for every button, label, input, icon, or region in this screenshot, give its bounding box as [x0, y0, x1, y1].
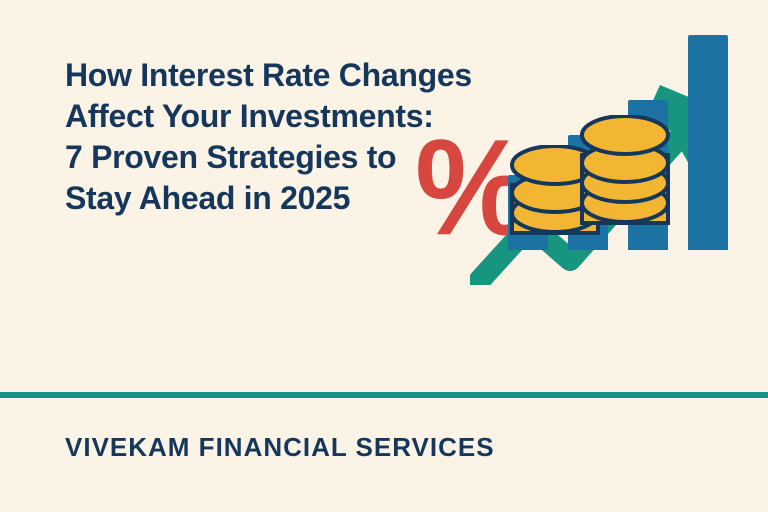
- financial-growth-illustration: %: [0, 0, 768, 392]
- bar-chart-bar-4: [688, 35, 728, 250]
- coin-stack-large: [578, 115, 672, 250]
- footer-brand-text: VIVEKAM FINANCIAL SERVICES: [65, 432, 495, 463]
- section-divider: [0, 392, 768, 398]
- slide-canvas: How Interest Rate Changes Affect Your In…: [0, 0, 768, 512]
